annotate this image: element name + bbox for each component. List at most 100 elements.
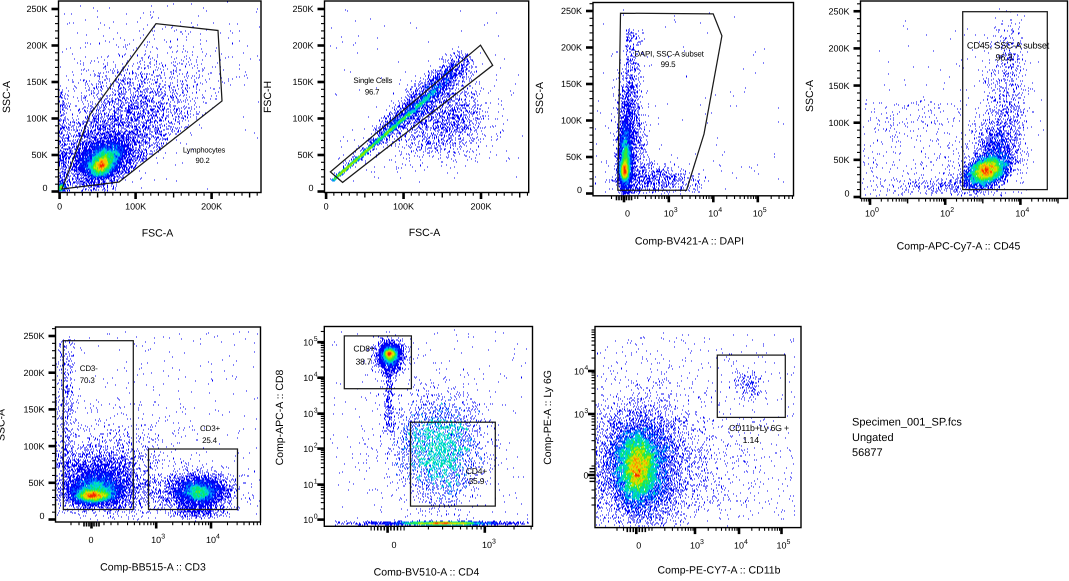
- svg-text:150K: 150K: [561, 79, 582, 89]
- svg-text:10: 10: [482, 540, 492, 550]
- svg-text:SSC-A: SSC-A: [804, 80, 816, 112]
- svg-text:5: 5: [763, 207, 767, 214]
- svg-text:Comp-BB515-A :: CD3: Comp-BB515-A :: CD3: [100, 562, 206, 574]
- svg-text:150K: 150K: [292, 77, 313, 87]
- svg-text:2: 2: [950, 207, 954, 214]
- svg-text:0: 0: [577, 185, 582, 195]
- svg-text:50K: 50K: [566, 152, 582, 162]
- svg-text:25.4: 25.4: [202, 436, 218, 445]
- svg-text:CD3+: CD3+: [200, 424, 220, 433]
- svg-text:10: 10: [303, 444, 313, 454]
- svg-text:Comp-PE-A :: Ly 6G: Comp-PE-A :: Ly 6G: [542, 370, 554, 465]
- svg-text:CD11b+Ly 6G +: CD11b+Ly 6G +: [729, 423, 789, 433]
- svg-text:5: 5: [787, 539, 791, 546]
- svg-text:0: 0: [391, 540, 396, 550]
- svg-text:50K: 50K: [833, 155, 849, 165]
- svg-text:96.7: 96.7: [365, 88, 379, 97]
- svg-text:1.14: 1.14: [743, 435, 760, 445]
- svg-text:100K: 100K: [26, 114, 47, 124]
- svg-text:200K: 200K: [292, 41, 313, 51]
- svg-text:10: 10: [574, 367, 584, 377]
- svg-text:96.3: 96.3: [995, 53, 1012, 63]
- svg-text:200K: 200K: [828, 44, 849, 54]
- svg-text:Lymphocytes: Lymphocytes: [183, 146, 226, 155]
- svg-text:200K: 200K: [23, 368, 44, 378]
- svg-text:2: 2: [314, 443, 318, 450]
- svg-text:90.2: 90.2: [196, 156, 210, 165]
- svg-text:100K: 100K: [828, 118, 849, 128]
- svg-text:50K: 50K: [28, 478, 44, 488]
- svg-text:3: 3: [674, 207, 678, 214]
- svg-text:4: 4: [314, 372, 318, 379]
- svg-text:10: 10: [303, 373, 313, 383]
- svg-text:3: 3: [584, 408, 588, 415]
- svg-text:0: 0: [625, 209, 630, 219]
- svg-text:0: 0: [324, 202, 329, 212]
- svg-text:100K: 100K: [393, 202, 414, 212]
- svg-text:10: 10: [303, 338, 313, 348]
- svg-text:10: 10: [206, 535, 216, 545]
- svg-text:10: 10: [708, 209, 718, 219]
- svg-text:10: 10: [664, 209, 674, 219]
- svg-text:0: 0: [39, 511, 44, 521]
- svg-text:150K: 150K: [23, 405, 44, 415]
- svg-text:Ungated: Ungated: [852, 432, 894, 444]
- svg-text:0: 0: [636, 541, 641, 551]
- svg-text:10: 10: [303, 515, 313, 525]
- svg-text:200K: 200K: [201, 202, 222, 212]
- svg-text:3: 3: [700, 539, 704, 546]
- svg-text:FSC-A: FSC-A: [142, 228, 174, 240]
- svg-text:Comp-BV510-A :: CD4: Comp-BV510-A :: CD4: [374, 567, 480, 577]
- svg-text:DAPI, SSC-A subset: DAPI, SSC-A subset: [634, 50, 704, 59]
- svg-text:250K: 250K: [292, 4, 313, 14]
- svg-text:Single Cells: Single Cells: [353, 76, 392, 85]
- svg-text:38.7: 38.7: [356, 357, 372, 367]
- svg-text:4: 4: [744, 539, 748, 546]
- svg-text:200K: 200K: [561, 43, 582, 53]
- svg-text:0: 0: [314, 514, 318, 521]
- svg-text:0: 0: [844, 189, 849, 199]
- svg-text:10: 10: [574, 410, 584, 420]
- svg-text:SSC-A: SSC-A: [534, 82, 546, 114]
- svg-text:3: 3: [161, 534, 165, 541]
- svg-text:100K: 100K: [23, 441, 44, 451]
- svg-text:SSC-A: SSC-A: [0, 409, 8, 441]
- svg-text:100K: 100K: [292, 114, 313, 124]
- svg-text:Comp-BV421-A :: DAPI: Comp-BV421-A :: DAPI: [635, 236, 744, 248]
- svg-text:10: 10: [151, 535, 161, 545]
- svg-text:3: 3: [492, 539, 496, 546]
- svg-text:CD3-: CD3-: [80, 364, 98, 373]
- svg-text:5: 5: [314, 336, 318, 343]
- svg-text:0: 0: [57, 202, 62, 212]
- svg-text:CD45, SSC-A subset: CD45, SSC-A subset: [967, 41, 1050, 51]
- svg-text:10: 10: [865, 209, 875, 219]
- svg-text:4: 4: [584, 365, 588, 372]
- svg-text:10: 10: [734, 541, 744, 551]
- svg-text:10: 10: [303, 409, 313, 419]
- svg-text:Comp-APC-Cy7-A :: CD45: Comp-APC-Cy7-A :: CD45: [897, 241, 1021, 253]
- svg-text:10: 10: [1015, 209, 1025, 219]
- svg-text:56877: 56877: [852, 447, 883, 459]
- svg-text:150K: 150K: [828, 81, 849, 91]
- svg-text:4: 4: [718, 207, 722, 214]
- svg-text:150K: 150K: [26, 77, 47, 87]
- svg-text:100K: 100K: [125, 202, 146, 212]
- svg-text:10: 10: [690, 541, 700, 551]
- svg-text:50K: 50K: [31, 150, 47, 160]
- svg-text:FSC-A: FSC-A: [409, 227, 441, 239]
- svg-text:250K: 250K: [23, 331, 44, 341]
- svg-text:10: 10: [776, 541, 786, 551]
- svg-text:Comp-APC-A :: CD8: Comp-APC-A :: CD8: [274, 370, 286, 466]
- svg-text:CD8+: CD8+: [353, 344, 374, 354]
- svg-text:0: 0: [583, 471, 588, 481]
- svg-text:10: 10: [940, 209, 950, 219]
- svg-text:99.5: 99.5: [661, 60, 677, 69]
- svg-text:100K: 100K: [561, 116, 582, 126]
- svg-text:200K: 200K: [26, 41, 47, 51]
- svg-text:250K: 250K: [828, 6, 849, 16]
- svg-text:10: 10: [303, 480, 313, 490]
- svg-text:CD4+: CD4+: [466, 466, 487, 476]
- svg-text:10: 10: [753, 209, 763, 219]
- svg-text:1: 1: [314, 479, 318, 486]
- svg-text:Specimen_001_SP.fcs: Specimen_001_SP.fcs: [852, 417, 962, 429]
